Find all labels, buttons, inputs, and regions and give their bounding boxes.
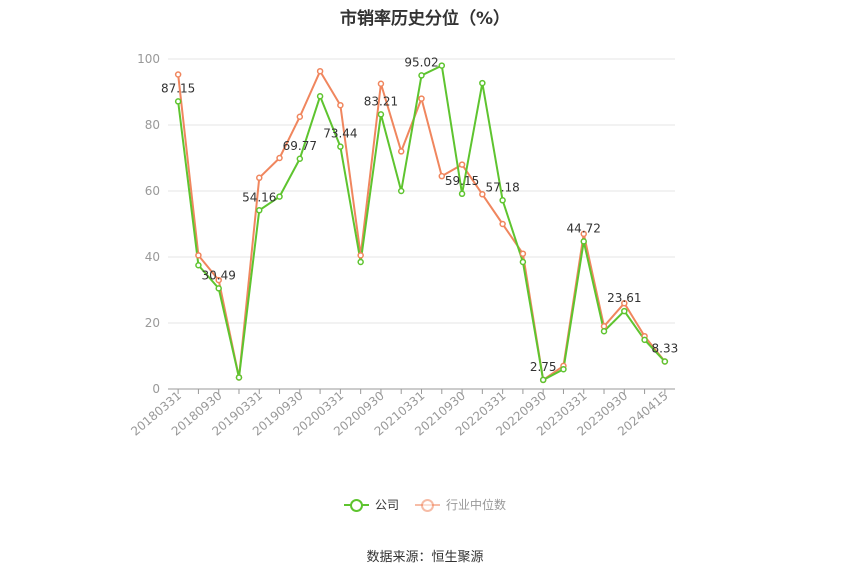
- series-industry-point: [377, 80, 385, 87]
- series-industry-point: [174, 71, 182, 78]
- y-tick-label: 40: [145, 250, 160, 264]
- data-label: 54.16: [242, 190, 276, 204]
- y-tick-label: 80: [145, 118, 160, 132]
- data-label: 2.75: [530, 360, 557, 374]
- legend-company-label: 公司: [374, 498, 399, 512]
- data-label: 95.02: [404, 55, 438, 69]
- series-industry-point: [215, 276, 222, 284]
- series-company-point: [296, 155, 304, 163]
- series-company-point: [316, 93, 324, 100]
- data-label: 73.44: [323, 127, 357, 141]
- legend: 公司 行业中位数: [0, 496, 850, 513]
- legend-company-marker-icon: [343, 498, 369, 512]
- series-company-point: [580, 238, 587, 245]
- series-company-point: [499, 197, 506, 204]
- series-company-point: [276, 193, 283, 200]
- series-company-point: [479, 79, 486, 87]
- series-industry-point: [458, 161, 466, 168]
- legend-item-industry-median[interactable]: 行业中位数: [415, 496, 506, 513]
- legend-industry-label: 行业中位数: [446, 498, 507, 512]
- series-industry-point: [621, 299, 628, 307]
- series-company-point: [235, 374, 243, 381]
- series-company-point: [256, 207, 263, 214]
- data-label: 87.15: [161, 81, 195, 95]
- series-industry-point: [479, 191, 486, 198]
- series-industry-point: [276, 154, 283, 162]
- series-industry-point: [296, 113, 304, 120]
- series-industry-point: [580, 230, 587, 238]
- data-label: 23.61: [607, 291, 641, 305]
- data-label: 83.21: [364, 94, 398, 108]
- series-industry-point: [316, 67, 324, 75]
- data-label: 8.33: [652, 342, 679, 356]
- series-company-point: [661, 358, 669, 365]
- y-tick-label: 100: [137, 52, 160, 66]
- data-label: 69.77: [283, 139, 317, 153]
- series-company-point: [458, 190, 466, 198]
- legend-item-company[interactable]: 公司: [343, 496, 399, 513]
- series-industry-point: [519, 250, 527, 257]
- series-company-point: [438, 62, 446, 69]
- series-company-point: [519, 258, 527, 266]
- data-label: 57.18: [485, 180, 519, 194]
- series-company-point: [357, 258, 364, 266]
- y-tick-label: 20: [145, 316, 160, 330]
- data-label: 30.49: [202, 268, 236, 282]
- series-industry-point: [418, 95, 425, 102]
- series-company-point: [174, 98, 182, 105]
- series-company-point: [195, 262, 202, 269]
- series-industry-point: [195, 252, 202, 259]
- legend-industry-marker-icon: [415, 498, 440, 512]
- series-company-point: [377, 111, 385, 118]
- source-note: 数据来源：恒生聚源: [366, 550, 484, 565]
- series-industry-point: [397, 148, 405, 155]
- series-company-point: [600, 328, 608, 335]
- series-company-point: [337, 143, 344, 150]
- series-industry-point: [337, 101, 344, 109]
- series-company-point: [539, 376, 547, 384]
- data-label: 44.72: [567, 221, 601, 235]
- series-company-point: [418, 72, 425, 79]
- series-industry-point: [438, 172, 446, 180]
- series-company-point: [397, 187, 405, 195]
- chart-title: 市销率历史分位（%）: [339, 9, 511, 29]
- y-tick-label: 60: [145, 184, 160, 198]
- series-company-point: [621, 307, 628, 315]
- series-industry-point: [357, 252, 364, 259]
- series-company-point: [560, 365, 567, 373]
- series-company-point: [215, 285, 222, 292]
- y-tick-label: 0: [152, 382, 160, 396]
- series-industry-point: [499, 220, 506, 228]
- series-industry-point: [256, 174, 263, 182]
- series-company-point: [641, 336, 648, 344]
- data-label: 59.15: [445, 174, 479, 188]
